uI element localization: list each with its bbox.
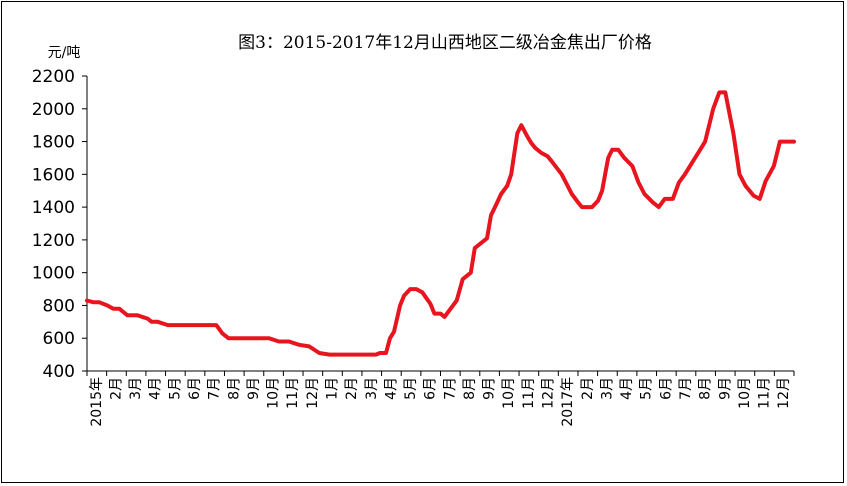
x-tick-label: 6月 (187, 377, 203, 400)
x-tick-label: 5月 (167, 377, 183, 400)
y-tick-label: 1800 (32, 133, 75, 153)
x-tick-label: 5月 (639, 377, 655, 400)
x-tick-label: 6月 (658, 377, 674, 400)
x-tick-label: 6月 (423, 377, 439, 400)
x-tick-label: 8月 (698, 377, 714, 400)
x-tick-label: 11月 (521, 377, 537, 409)
x-axis: 2015年 2月 3月 4月 5月 6月 7月 8月 9月 10月 11月 12月 1月 2月 3月 4月 5月… (86, 370, 795, 427)
x-tick-label: 9月 (246, 377, 262, 400)
y-tick-label: 400 (43, 362, 75, 382)
y-tick-label: 600 (43, 329, 75, 349)
x-tick-label: 4月 (619, 377, 635, 400)
x-tick-label: 12月 (541, 377, 557, 409)
x-tick-label: 10月 (737, 377, 753, 409)
y-axis-unit-label: 元/吨 (48, 45, 81, 61)
x-tick-label: 1月 (325, 377, 341, 400)
price-series-line (85, 90, 796, 357)
x-tick-label: 10月 (266, 377, 282, 409)
x-tick-label: 4月 (383, 377, 399, 400)
x-tick-label: 4月 (148, 377, 164, 400)
x-tick-label: 2月 (109, 377, 125, 400)
x-tick-label: 2月 (580, 377, 596, 400)
x-tick-label: 9月 (717, 377, 733, 400)
x-tick-label: 2月 (344, 377, 360, 400)
y-tick-label: 2000 (32, 100, 75, 120)
x-tick-label: 11月 (757, 377, 773, 409)
y-tick-label: 2200 (32, 67, 75, 87)
x-tick-label: 8月 (462, 377, 478, 400)
x-tick-label: 3月 (599, 377, 615, 400)
x-tick-label: 8月 (226, 377, 242, 400)
chart-title: 图3：2015-2017年12月山西地区二级冶金焦出厂价格 (238, 33, 652, 53)
x-tick-label: 3月 (364, 377, 380, 400)
x-tick-label: 2015年 (89, 377, 105, 427)
x-tick-label: 10月 (501, 377, 517, 409)
x-tick-label: 5月 (403, 377, 419, 400)
y-tick-label: 1200 (32, 231, 75, 251)
y-tick-label: 1400 (32, 198, 75, 218)
x-tick-label: 3月 (128, 377, 144, 400)
y-tick-label: 800 (43, 296, 75, 316)
x-tick-label: 7月 (442, 377, 458, 400)
y-axis: 400 600 800 1000 1200 1400 1600 1800 2000 2200 (32, 67, 88, 382)
x-tick-label: 2017年 (560, 377, 576, 427)
x-tick-label: 7月 (207, 377, 223, 400)
x-tick-label: 12月 (305, 377, 321, 409)
x-tick-label: 9月 (482, 377, 498, 400)
x-tick-label: 7月 (678, 377, 694, 400)
x-tick-label: 12月 (776, 377, 792, 409)
y-tick-label: 1000 (32, 264, 75, 284)
y-tick-label: 1600 (32, 165, 75, 185)
x-tick-label: 11月 (285, 377, 301, 409)
